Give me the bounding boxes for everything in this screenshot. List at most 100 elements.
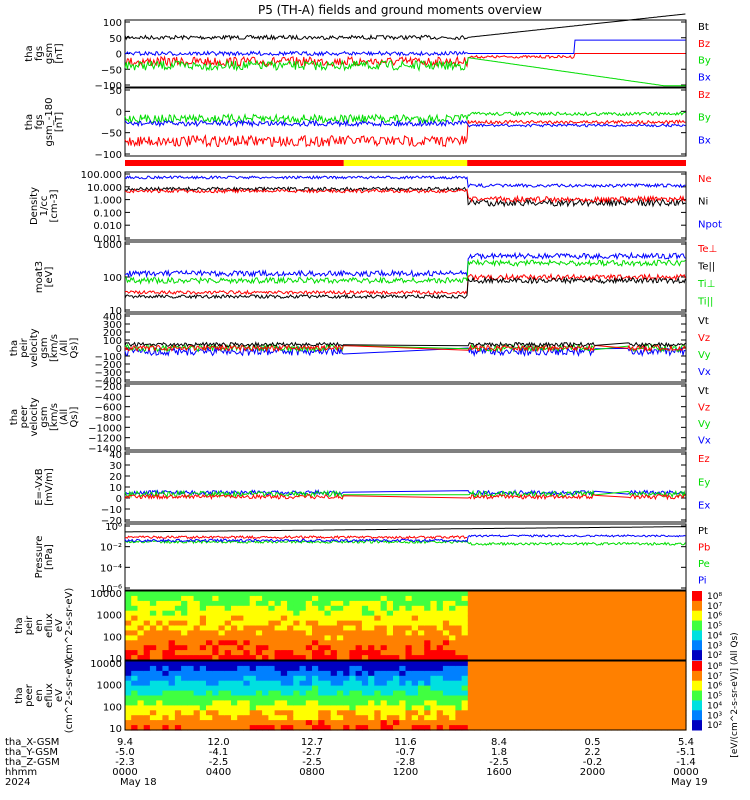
heatmap-cell (287, 715, 294, 721)
heatmap-cell (374, 640, 382, 646)
heatmap-cell (461, 600, 469, 607)
heatmap-cell (442, 615, 450, 622)
heatmap-cell (318, 605, 325, 612)
heatmap-cell (467, 715, 475, 721)
heatmap-cell (461, 661, 469, 667)
heatmap-cell (586, 675, 594, 682)
heatmap-cell (642, 715, 650, 721)
heatmap-cell (374, 715, 382, 721)
heatmap-cell (517, 640, 525, 646)
heatmap-cell (430, 630, 438, 636)
heatmap-cell (511, 610, 519, 617)
heatmap-cell (280, 665, 288, 672)
heatmap-cell (143, 705, 151, 711)
heatmap-cell (237, 661, 244, 667)
ytick-label: 10⁻² (100, 543, 122, 554)
heatmap-cell (168, 710, 176, 716)
heatmap-cell (679, 595, 687, 602)
axis-label: (cm^2-s-sr-eV) (64, 658, 75, 734)
heatmap-cell (598, 705, 606, 711)
heatmap-cell (418, 680, 425, 687)
series-tipar (124, 258, 686, 285)
heatmap-cell (131, 675, 138, 682)
heatmap-cell (580, 625, 587, 631)
heatmap-cell (499, 650, 506, 656)
heatmap-cell (193, 670, 201, 677)
heatmap-cell (530, 725, 537, 731)
heatmap-cell (374, 610, 382, 617)
heatmap-cell (424, 725, 431, 731)
heatmap-cell (199, 610, 207, 617)
heatmap-cell (418, 625, 425, 631)
heatmap-cell (336, 615, 344, 622)
heatmap-cell (137, 705, 145, 711)
heatmap-cell (125, 635, 132, 641)
heatmap-cell (393, 620, 400, 627)
heatmap-cell (181, 625, 188, 631)
heatmap-cell (648, 615, 656, 622)
heatmap-cell (143, 670, 151, 677)
heatmap-cell (455, 690, 463, 697)
heatmap-cell (467, 610, 475, 617)
heatmap-cell (492, 680, 500, 687)
xtick-label: -0.2 (583, 757, 603, 768)
heatmap-cell (149, 705, 157, 711)
heatmap-cell (336, 625, 344, 631)
heatmap-cell (368, 635, 375, 641)
heatmap-cell (455, 640, 463, 646)
heatmap-cell (486, 595, 494, 602)
heatmap-cell (517, 680, 525, 687)
heatmap-cell (199, 700, 207, 706)
heatmap-cell (567, 610, 575, 617)
heatmap-cell (143, 625, 151, 631)
heatmap-cell (548, 675, 556, 682)
heatmap-cell (536, 620, 544, 627)
heatmap-cell (642, 665, 650, 672)
heatmap-cell (436, 595, 444, 602)
heatmap-cell (442, 710, 450, 716)
heatmap-cell (511, 670, 519, 677)
heatmap-cell (636, 675, 643, 682)
heatmap-cell (461, 635, 469, 641)
heatmap-cell (237, 630, 244, 636)
heatmap-cell (305, 630, 313, 636)
heatmap-cell (361, 700, 369, 706)
heatmap-cell (255, 610, 263, 617)
colorbar-tick: 10⁷ (707, 672, 722, 682)
heatmap-cell (349, 610, 357, 617)
heatmap-cell (237, 675, 244, 682)
heatmap-cell (174, 605, 182, 612)
heatmap-cell (355, 595, 363, 602)
heatmap-cell (149, 725, 157, 731)
heatmap-cell (231, 655, 238, 661)
heatmap-cell (231, 685, 238, 692)
heatmap-cell (206, 650, 213, 656)
heatmap-cell (418, 670, 425, 677)
heatmap-cell (206, 655, 213, 661)
heatmap-cell (293, 680, 301, 687)
heatmap-cell (199, 625, 207, 631)
legend-entry: Ne (698, 174, 712, 185)
heatmap-cell (374, 625, 382, 631)
heatmap-cell (530, 600, 537, 607)
heatmap-cell (480, 615, 488, 622)
heatmap-cell (336, 591, 344, 597)
heatmap-cell (555, 675, 562, 682)
heatmap-cell (399, 685, 407, 692)
heatmap-cell (137, 665, 145, 672)
heatmap-cell (480, 595, 488, 602)
heatmap-cell (287, 690, 294, 697)
legend-entry: Bx (698, 135, 711, 146)
heatmap-cell (673, 725, 681, 731)
heatmap-cell (330, 715, 338, 721)
heatmap-cell (268, 665, 276, 672)
heatmap-cell (174, 640, 182, 646)
heatmap-cell (336, 710, 344, 716)
heatmap-cell (193, 595, 201, 602)
heatmap-cell (187, 600, 195, 607)
heatmap-cell (262, 665, 269, 672)
heatmap-cell (131, 725, 138, 731)
heatmap-cell (305, 685, 313, 692)
heatmap-cell (312, 635, 319, 641)
heatmap-cell (274, 695, 282, 701)
